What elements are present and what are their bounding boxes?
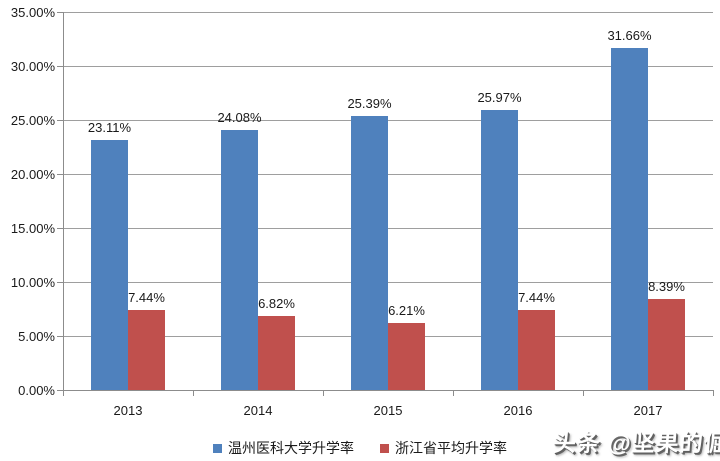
bar-label-series-2-2015: 6.21% [388, 302, 425, 318]
y-axis-label-15: 15.00% [10, 220, 55, 236]
x-axis-label-2017: 2017 [633, 403, 663, 418]
bar-label-series-1-2014: 24.08% [217, 109, 262, 125]
bar-series-1-2014 [221, 129, 258, 390]
x-axis-label-2015: 2015 [373, 403, 403, 418]
bar-series-2-2016 [518, 309, 555, 390]
y-axis-tick-35 [57, 11, 63, 13]
y-axis-label-20: 20.00% [10, 166, 55, 182]
legend-swatch-province-icon [380, 443, 389, 453]
y-axis-label-0: 0.00% [18, 382, 55, 398]
gridline-35 [63, 11, 713, 13]
bar-label-series-2-2014: 6.82% [258, 296, 295, 312]
bar-label-series-1-2015: 25.39% [347, 95, 392, 111]
x-axis-label-2016: 2016 [503, 403, 533, 418]
y-axis-tick-0 [57, 389, 63, 391]
x-axis-line [63, 390, 714, 391]
bar-series-1-2015 [351, 115, 388, 390]
bar-series-2-2017 [648, 299, 685, 390]
gridline-25 [63, 119, 713, 121]
legend: 温州医科大学升学率 浙江省平均升学率 [0, 438, 720, 458]
y-axis-tick-5 [57, 335, 63, 337]
bar-label-series-1-2013: 23.11% [87, 120, 132, 136]
x-axis-tick-5 [713, 391, 714, 396]
legend-label-university: 温州医科大学升学率 [228, 440, 354, 456]
y-axis-label-30: 30.00% [10, 58, 55, 74]
gridline-10 [63, 281, 713, 283]
bar-label-series-1-2016: 25.97% [477, 89, 522, 105]
watermark: 头条 @坚果的倔强 [551, 430, 720, 456]
x-axis-label-2014: 2014 [243, 403, 273, 418]
y-axis-label-10: 10.00% [10, 274, 55, 290]
x-axis-tick-0 [63, 391, 64, 396]
y-axis-line [63, 12, 64, 390]
legend-label-province: 浙江省平均升学率 [395, 440, 507, 456]
y-axis-tick-25 [57, 119, 63, 121]
bar-label-series-2-2017: 8.39% [648, 279, 685, 295]
y-axis-tick-20 [57, 173, 63, 175]
y-axis-tick-10 [57, 281, 63, 283]
bar-series-2-2014 [258, 316, 295, 390]
bar-series-1-2013 [91, 140, 128, 390]
y-axis-label-35: 35.00% [10, 4, 55, 20]
x-axis-tick-3 [453, 391, 454, 396]
x-axis-tick-2 [323, 391, 324, 396]
bar-series-1-2016 [481, 109, 518, 390]
y-axis-tick-30 [57, 65, 63, 67]
bar-label-series-2-2016: 7.44% [518, 289, 555, 305]
y-axis-tick-15 [57, 227, 63, 229]
x-axis-label-2013: 2013 [113, 403, 143, 418]
bar-series-2-2015 [388, 322, 425, 390]
legend-item-university: 温州医科大学升学率 [213, 438, 354, 458]
gridline-30 [63, 65, 713, 67]
gridline-15 [63, 227, 713, 229]
y-axis-label-5: 5.00% [18, 328, 55, 344]
bar-label-series-2-2013: 7.44% [128, 289, 165, 305]
legend-swatch-university-icon [213, 443, 222, 453]
gridline-20 [63, 173, 713, 175]
y-axis-label-25: 25.00% [10, 112, 55, 128]
x-axis-tick-1 [193, 391, 194, 396]
plot-area: 23.11% 7.44% 24.08% 6.82% 25.39% 6.21% 25.97% 7… [63, 11, 713, 390]
x-axis-tick-4 [583, 391, 584, 396]
bar-series-2-2013 [128, 309, 165, 390]
legend-item-province: 浙江省平均升学率 [380, 438, 507, 458]
bar-label-series-1-2017: 31.66% [607, 28, 652, 44]
bar-series-1-2017 [611, 48, 648, 390]
